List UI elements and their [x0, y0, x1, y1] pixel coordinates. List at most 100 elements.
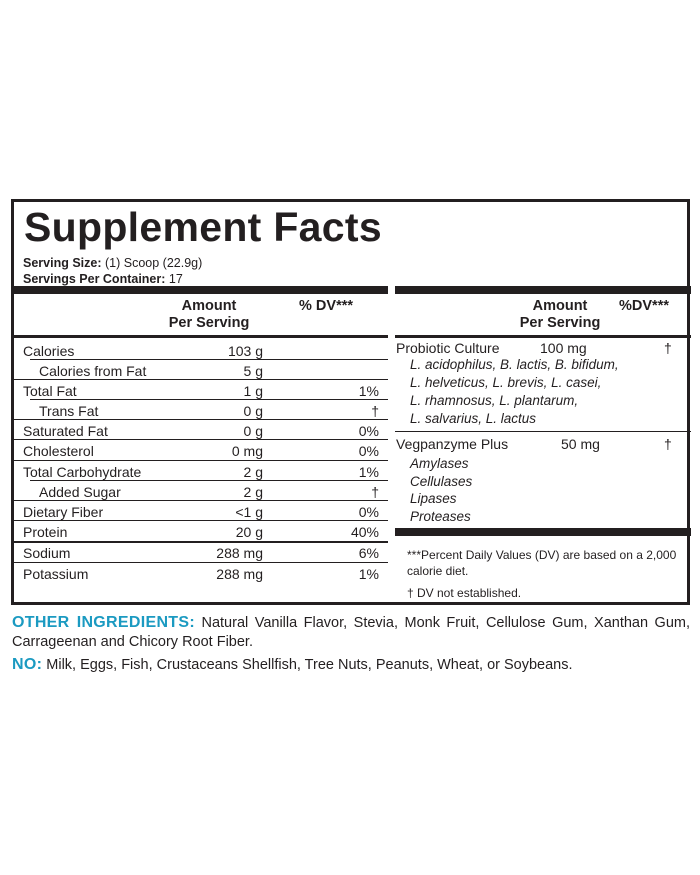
left-row-divider — [30, 399, 388, 400]
nutrient-label: Dietary Fiber — [23, 504, 104, 520]
allergen-free-label: NO: — [12, 656, 43, 673]
right-amount-label: Amount — [532, 298, 588, 314]
nutrient-dv: 1% — [358, 383, 379, 399]
left-header-rule — [14, 335, 388, 338]
probiotic-label: Probiotic Culture — [396, 340, 500, 356]
left-row-divider — [14, 520, 388, 521]
nutrient-amount: 2 g — [243, 484, 263, 500]
right-row-divider — [395, 431, 691, 432]
other-ingredients: OTHER INGREDIENTS: Natural Vanilla Flavo… — [12, 613, 690, 652]
right-thick-divider — [395, 286, 691, 294]
nutrient-label: Total Carbohydrate — [23, 464, 142, 480]
nutrient-label: Trans Fat — [39, 403, 99, 419]
nutrient-amount: 288 mg — [216, 566, 263, 582]
enzyme-dv: † — [664, 436, 672, 452]
probiotic-amount: 100 mg — [540, 340, 587, 356]
nutrient-label: Protein — [23, 524, 68, 540]
nutrient-dv: 40% — [350, 524, 379, 540]
enzyme-amount: 50 mg — [561, 436, 600, 452]
servings-per-container-value: 17 — [168, 272, 183, 286]
nutrient-amount: 1 g — [243, 383, 263, 399]
right-dv-header: %DV*** — [619, 298, 669, 314]
left-row-divider — [30, 480, 388, 481]
enzyme-item: Amylases — [410, 456, 469, 471]
probiotic-strain: L. rhamnosus, L. plantarum, — [410, 393, 579, 408]
nutrient-label: Cholesterol — [23, 443, 94, 459]
left-amount-header: Amount Per Serving — [154, 298, 264, 332]
dagger-footnote: † DV not established. — [407, 586, 522, 600]
dv-footnote-line: calorie diet. — [407, 564, 469, 578]
probiotic-strain: L. helveticus, L. brevis, L. casei, — [410, 375, 602, 390]
allergen-free-text: Milk, Eggs, Fish, Crustaceans Shellfish,… — [46, 657, 573, 673]
nutrient-row: Calories 103 g — [23, 341, 389, 361]
right-bottom-thick-divider — [395, 528, 691, 536]
left-row-divider — [14, 562, 388, 563]
nutrient-dv: † — [371, 484, 379, 500]
nutrient-row: Potassium 288 mg 1% — [23, 564, 389, 584]
serving-size-value: (1) Scoop (22.9g) — [104, 256, 203, 270]
nutrient-amount: <1 g — [235, 504, 263, 520]
nutrient-amount: 0 g — [243, 423, 263, 439]
nutrient-label: Sodium — [23, 545, 71, 561]
nutrient-row: Dietary Fiber <1 g 0% — [23, 502, 389, 522]
supplement-facts-panel: Supplement Facts Serving Size: (1) Scoop… — [11, 199, 691, 605]
servings-per-container: Servings Per Container: 17 — [23, 272, 183, 286]
nutrient-amount: 20 g — [235, 524, 263, 540]
dv-footnote: ***Percent Daily Values (DV) are based o… — [407, 547, 687, 579]
enzyme-label: Vegpanzyme Plus — [396, 436, 509, 452]
enzyme-item: Cellulases — [410, 474, 473, 489]
servings-per-container-label: Servings Per Container: — [23, 272, 166, 286]
nutrient-label: Added Sugar — [39, 484, 121, 500]
right-header-rule — [395, 335, 691, 338]
serving-size-label: Serving Size: — [23, 256, 102, 270]
nutrient-dv: † — [371, 403, 379, 419]
left-row-divider — [14, 379, 388, 380]
nutrient-row: Sodium 288 mg 6% — [23, 543, 389, 563]
nutrient-row: Saturated Fat 0 g 0% — [23, 421, 389, 441]
nutrient-row: Total Fat 1 g 1% — [23, 381, 389, 401]
left-per-serving-label: Per Serving — [168, 315, 250, 331]
right-amount-header: Amount Per Serving — [507, 298, 613, 332]
left-row-divider — [30, 359, 388, 360]
probiotic-dv: † — [664, 340, 672, 356]
left-protein-rule — [14, 541, 388, 543]
nutrient-dv: 1% — [358, 566, 379, 582]
nutrient-label: Calories from Fat — [39, 363, 147, 379]
nutrient-dv: 0% — [358, 504, 379, 520]
left-dv-header: % DV*** — [299, 298, 353, 314]
nutrient-label: Saturated Fat — [23, 423, 108, 439]
panel-title: Supplement Facts — [24, 204, 382, 250]
nutrient-dv: 0% — [358, 443, 379, 459]
dv-footnote-line: ***Percent Daily Values (DV) are based o… — [407, 548, 677, 562]
nutrient-amount: 103 g — [227, 343, 263, 359]
left-row-divider — [14, 460, 388, 461]
nutrient-amount: 0 mg — [231, 443, 263, 459]
enzyme-item: Lipases — [410, 491, 457, 506]
allergen-free-list: NO: Milk, Eggs, Fish, Crustaceans Shellf… — [12, 655, 690, 675]
left-thick-divider — [14, 286, 388, 294]
other-ingredients-text: Natural Vanilla Flavor, Stevia, Monk Fru… — [12, 615, 690, 650]
nutrient-row: Total Carbohydrate 2 g 1% — [23, 462, 389, 482]
nutrient-amount: 5 g — [243, 363, 263, 379]
nutrient-dv: 6% — [358, 545, 379, 561]
nutrient-label: Total Fat — [23, 383, 77, 399]
nutrient-row: Trans Fat 0 g † — [23, 401, 389, 421]
enzyme-item: Proteases — [410, 509, 471, 524]
nutrient-amount: 2 g — [243, 464, 263, 480]
probiotic-strain: L. acidophilus, B. lactis, B. bifidum, — [410, 357, 619, 372]
left-row-divider — [14, 500, 388, 501]
nutrient-amount: 0 g — [243, 403, 263, 419]
nutrient-row: Calories from Fat 5 g — [23, 361, 389, 381]
nutrient-dv: 1% — [358, 464, 379, 480]
nutrient-row: Cholesterol 0 mg 0% — [23, 441, 389, 461]
nutrient-dv: 0% — [358, 423, 379, 439]
nutrient-label: Calories — [23, 343, 75, 359]
left-amount-label: Amount — [181, 298, 237, 314]
other-ingredients-label: OTHER INGREDIENTS: — [12, 614, 195, 631]
probiotic-strain: L. salvarius, L. lactus — [410, 411, 537, 426]
right-per-serving-label: Per Serving — [519, 315, 601, 331]
left-row-divider — [14, 439, 388, 440]
nutrient-label: Potassium — [23, 566, 89, 582]
left-row-divider — [14, 419, 388, 420]
nutrient-row: Added Sugar 2 g † — [23, 482, 389, 502]
